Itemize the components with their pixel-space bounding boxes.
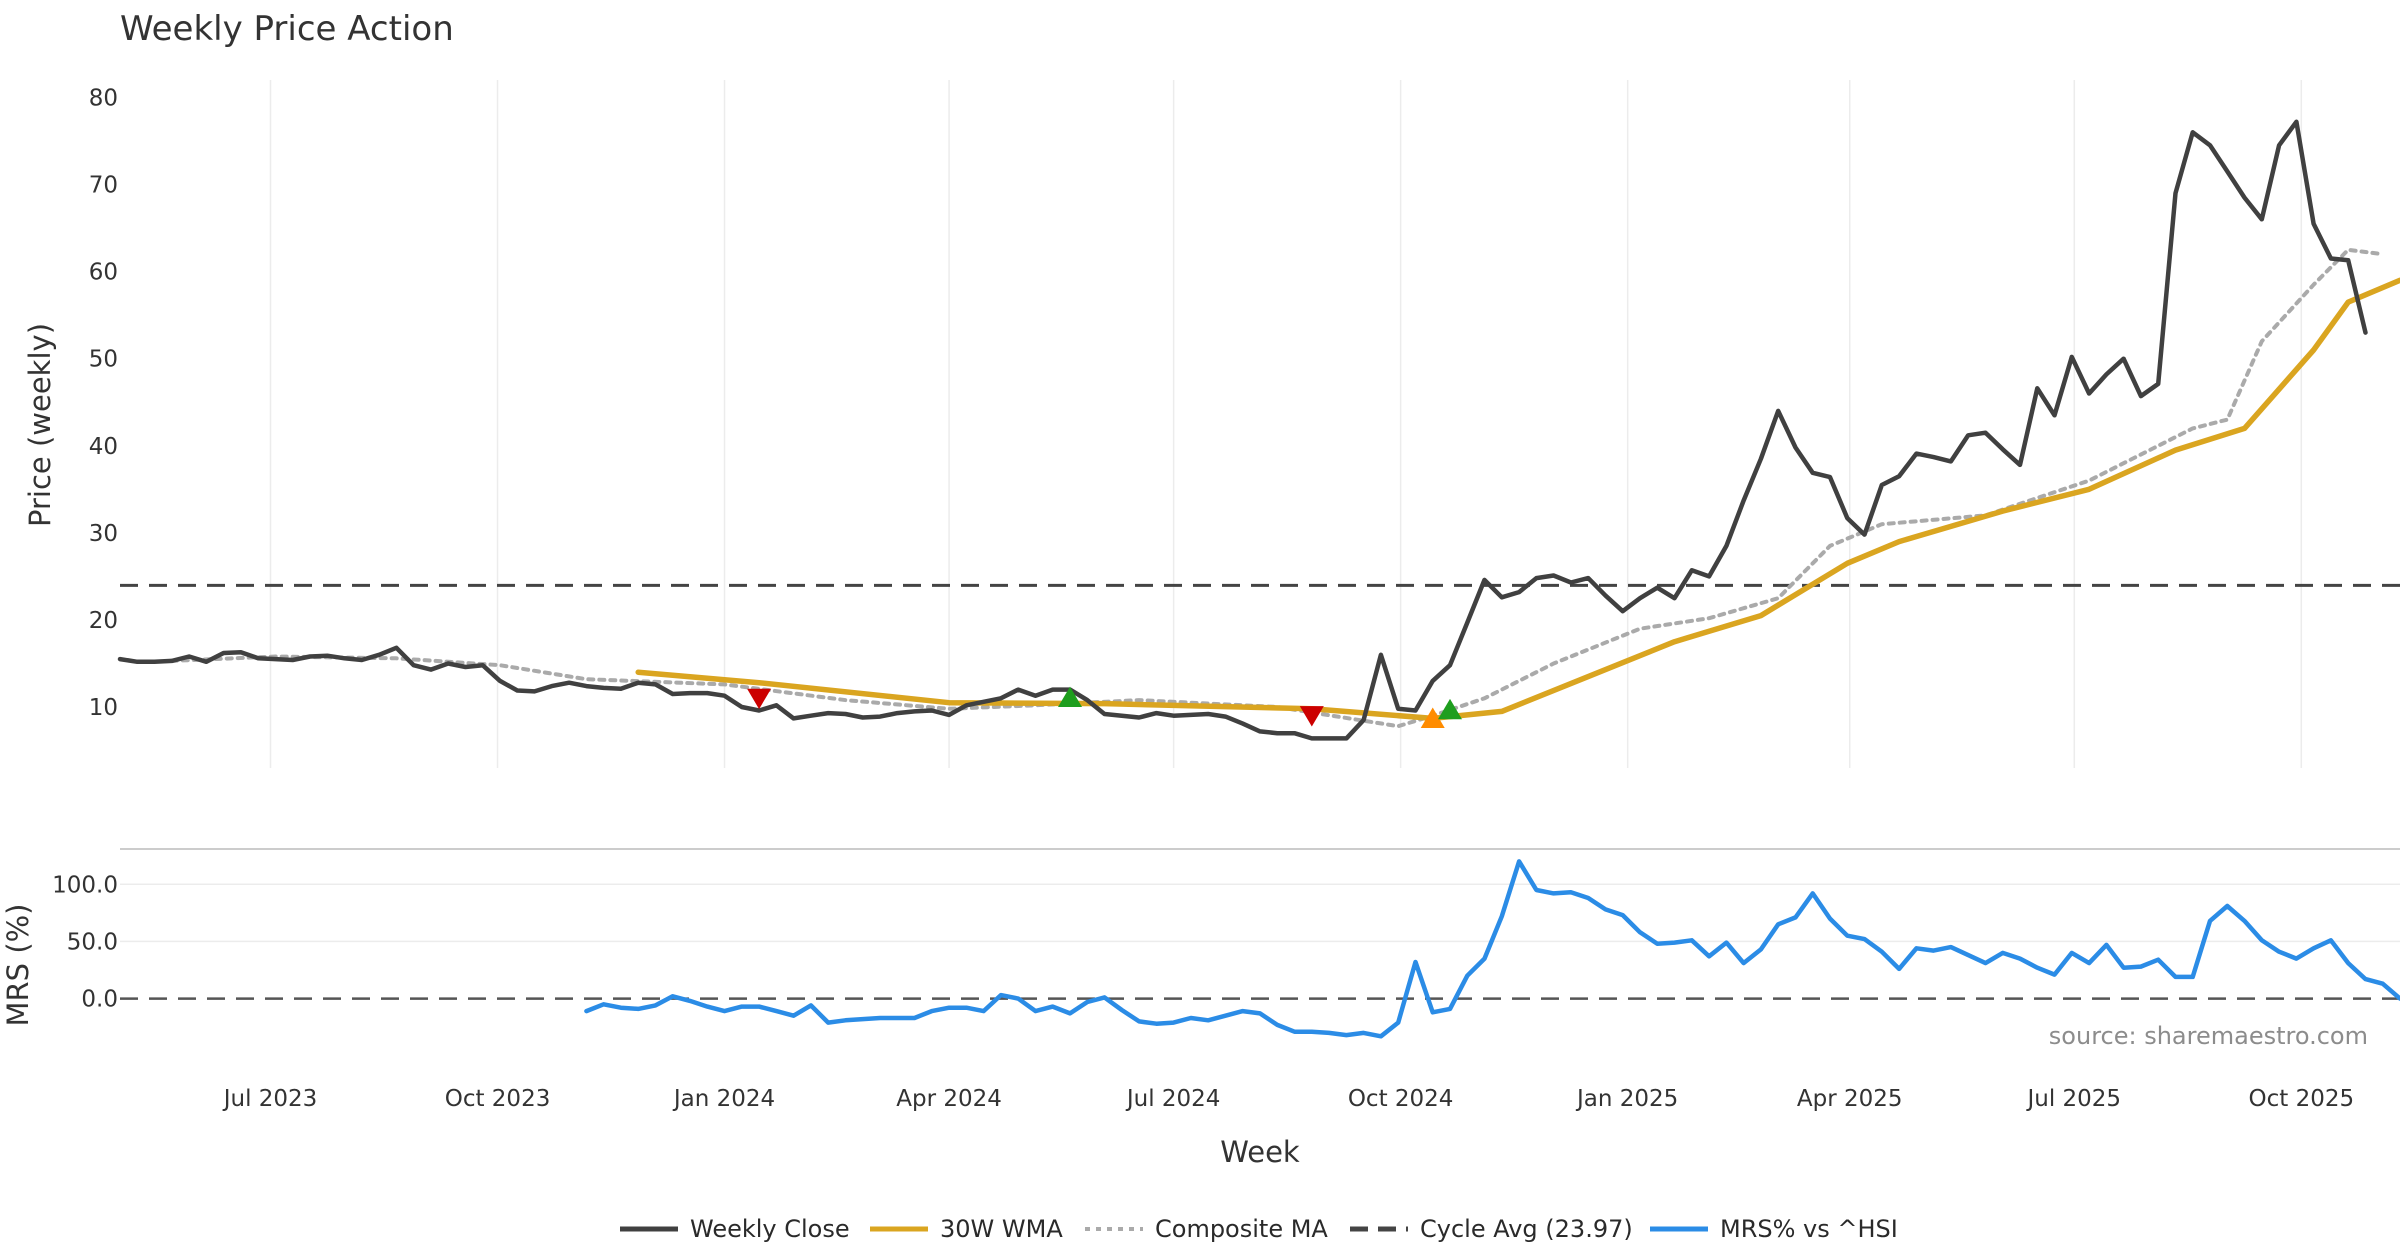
price-series-group: [117, 119, 2400, 741]
x-tick-apr-2024: Apr 2024: [896, 1086, 1002, 1112]
x-tick-jul-2024: Jul 2024: [1125, 1086, 1221, 1112]
legend-label-mrs-vs-hsi: MRS% vs ^HSI: [1720, 1215, 1898, 1243]
chart-title: Weekly Price Action: [120, 9, 454, 49]
legend-label-cycle-avg-23-97: Cycle Avg (23.97): [1420, 1215, 1633, 1243]
mrs-line: [584, 859, 2400, 1039]
wma-30w-line: [635, 277, 2400, 722]
legend: Weekly Close 30W WMA Composite MA Cycle Avg…: [620, 1215, 1898, 1243]
x-tick-jul-2023: Jul 2023: [222, 1086, 318, 1112]
marker-buy-4: [1438, 698, 1462, 720]
price-y-tick-80: 80: [89, 85, 118, 111]
source-credit: source: sharemaestro.com: [2049, 1022, 2368, 1050]
price-y-tick-30: 30: [89, 521, 118, 547]
x-tick-apr-2025: Apr 2025: [1797, 1086, 1903, 1112]
marker-alert-3: [1420, 707, 1445, 728]
mrs-y-tick-100-0: 100.0: [52, 872, 118, 898]
price-y-tick-50: 50: [89, 347, 118, 373]
mrs-y-tick-50-0: 50.0: [67, 929, 118, 955]
x-axis-label: Week: [1220, 1135, 1300, 1169]
marker-sell-0: [747, 688, 772, 710]
price-y-tick-10: 10: [89, 695, 118, 721]
x-tick-oct-2023: Oct 2023: [445, 1086, 551, 1112]
mrs-gridlines: [120, 883, 2400, 943]
signal-markers: [747, 686, 1462, 728]
mrs-y-tick-0-0: 0.0: [81, 987, 118, 1013]
mrs-y-axis: 100.0 50.0 0.0: [52, 872, 118, 1012]
price-y-axis: 10 20 30 40 50 60 70 80: [89, 85, 118, 721]
x-tick-jan-2025: Jan 2025: [1575, 1086, 1678, 1112]
price-y-tick-20: 20: [89, 608, 118, 634]
x-tick-oct-2024: Oct 2024: [1348, 1086, 1454, 1112]
weekly-close-line: [117, 119, 2368, 741]
price-y-axis-label: Price (weekly): [23, 323, 57, 527]
composite-ma-line: [169, 247, 2385, 729]
marker-buy-1: [1058, 686, 1082, 708]
mrs-series-group: [120, 859, 2400, 1039]
legend-label-weekly-close: Weekly Close: [690, 1215, 850, 1243]
price-gridlines: [269, 80, 2303, 768]
price-y-tick-60: 60: [89, 260, 118, 286]
legend-label-30w-wma: 30W WMA: [940, 1215, 1063, 1243]
x-axis: Jul 2023 Oct 2023 Jan 2024 Apr 2024 Jul 2024…: [222, 1086, 2354, 1112]
x-tick-oct-2025: Oct 2025: [2248, 1086, 2354, 1112]
x-tick-jul-2025: Jul 2025: [2025, 1086, 2121, 1112]
price-y-tick-70: 70: [89, 173, 118, 199]
marker-sell-2: [1299, 706, 1324, 727]
x-tick-jan-2024: Jan 2024: [672, 1086, 775, 1112]
legend-label-composite-ma: Composite MA: [1155, 1215, 1328, 1243]
mrs-y-axis-label: MRS (%): [1, 904, 35, 1027]
price-y-tick-40: 40: [89, 434, 118, 460]
